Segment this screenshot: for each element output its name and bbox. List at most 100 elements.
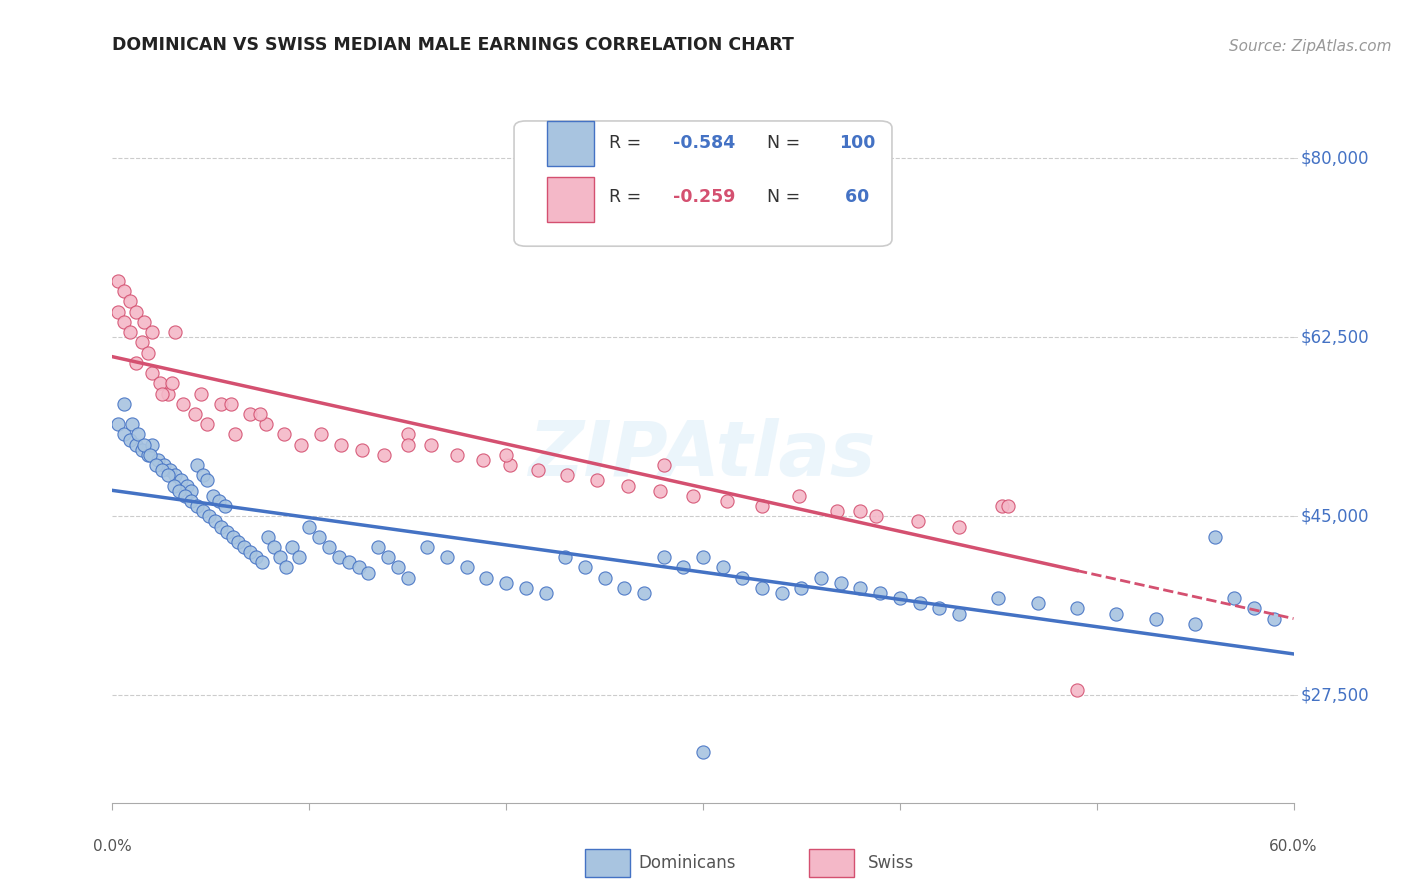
Point [112,397,135,411]
Text: –: – [1292,153,1298,163]
Point [159,463,181,477]
Point [112,315,135,329]
Text: N =: N = [756,188,806,206]
Point [224,427,246,442]
Point [274,560,297,574]
Point [731,571,754,585]
Text: $80,000: $80,000 [1301,149,1369,167]
Point [257,530,280,544]
Point [136,345,159,359]
Point [263,540,285,554]
Point [1223,591,1246,606]
Point [198,509,221,524]
Point [139,448,162,462]
Point [107,417,129,432]
Text: -0.259: -0.259 [673,188,735,206]
Point [574,560,596,574]
Point [245,550,267,565]
Point [347,560,370,574]
Point [107,274,129,288]
Text: ZIPAtlas: ZIPAtlas [529,418,877,491]
Point [377,550,399,565]
FancyBboxPatch shape [515,121,891,246]
Point [790,581,813,595]
Point [249,407,271,421]
Point [136,448,159,462]
Point [869,586,891,600]
Text: 100: 100 [839,134,875,153]
Point [652,550,675,565]
Point [214,499,236,513]
Text: 60.0%: 60.0% [1270,838,1317,854]
Point [141,438,163,452]
Point [145,458,167,472]
Point [125,438,148,452]
Point [830,575,852,590]
Point [121,417,143,432]
Point [396,427,419,442]
Bar [547,177,595,222]
Point [329,438,352,452]
Point [692,550,714,565]
Text: DOMINICAN VS SWISS MEDIAN MALE EARNINGS CORRELATION CHART: DOMINICAN VS SWISS MEDIAN MALE EARNINGS … [112,36,794,54]
Point [170,474,193,488]
Point [908,596,931,610]
Point [672,560,695,574]
Text: R =: R = [609,134,647,153]
Point [176,478,198,492]
Point [1204,530,1226,544]
Point [273,427,295,442]
Point [328,550,350,565]
Point [120,294,142,309]
Point [132,438,155,452]
Point [711,560,734,574]
Point [120,325,142,339]
Point [162,478,184,492]
Point [233,540,256,554]
Point [373,448,395,462]
Point [290,438,312,452]
Point [991,499,1014,513]
Point [131,335,153,350]
Point [165,468,187,483]
Point [751,581,773,595]
Point [810,571,832,585]
Point [692,745,714,759]
Point [165,325,187,339]
Point [269,550,291,565]
Point [141,325,163,339]
Point [195,474,218,488]
Point [1144,612,1167,626]
Point [112,427,135,442]
Point [228,534,250,549]
Point [948,607,970,621]
Text: –: – [1292,332,1298,343]
Point [186,499,208,513]
Bar [547,121,595,166]
Point [120,433,142,447]
Point [534,586,557,600]
Point [191,504,214,518]
Point [387,560,409,574]
Point [907,515,929,529]
Point [172,397,194,411]
Point [169,483,191,498]
Point [337,555,360,569]
Point [789,489,811,503]
Point [125,356,148,370]
Point [593,171,616,186]
Text: -0.584: -0.584 [673,134,735,153]
Point [150,463,173,477]
Point [160,376,183,391]
Point [1026,596,1049,610]
Point [152,458,174,472]
Point [156,468,179,483]
Point [613,581,636,595]
Point [239,545,262,559]
Point [146,453,169,467]
Point [357,566,380,580]
Point [997,499,1019,513]
Point [987,591,1010,606]
Point [849,504,872,518]
Point [948,519,970,533]
